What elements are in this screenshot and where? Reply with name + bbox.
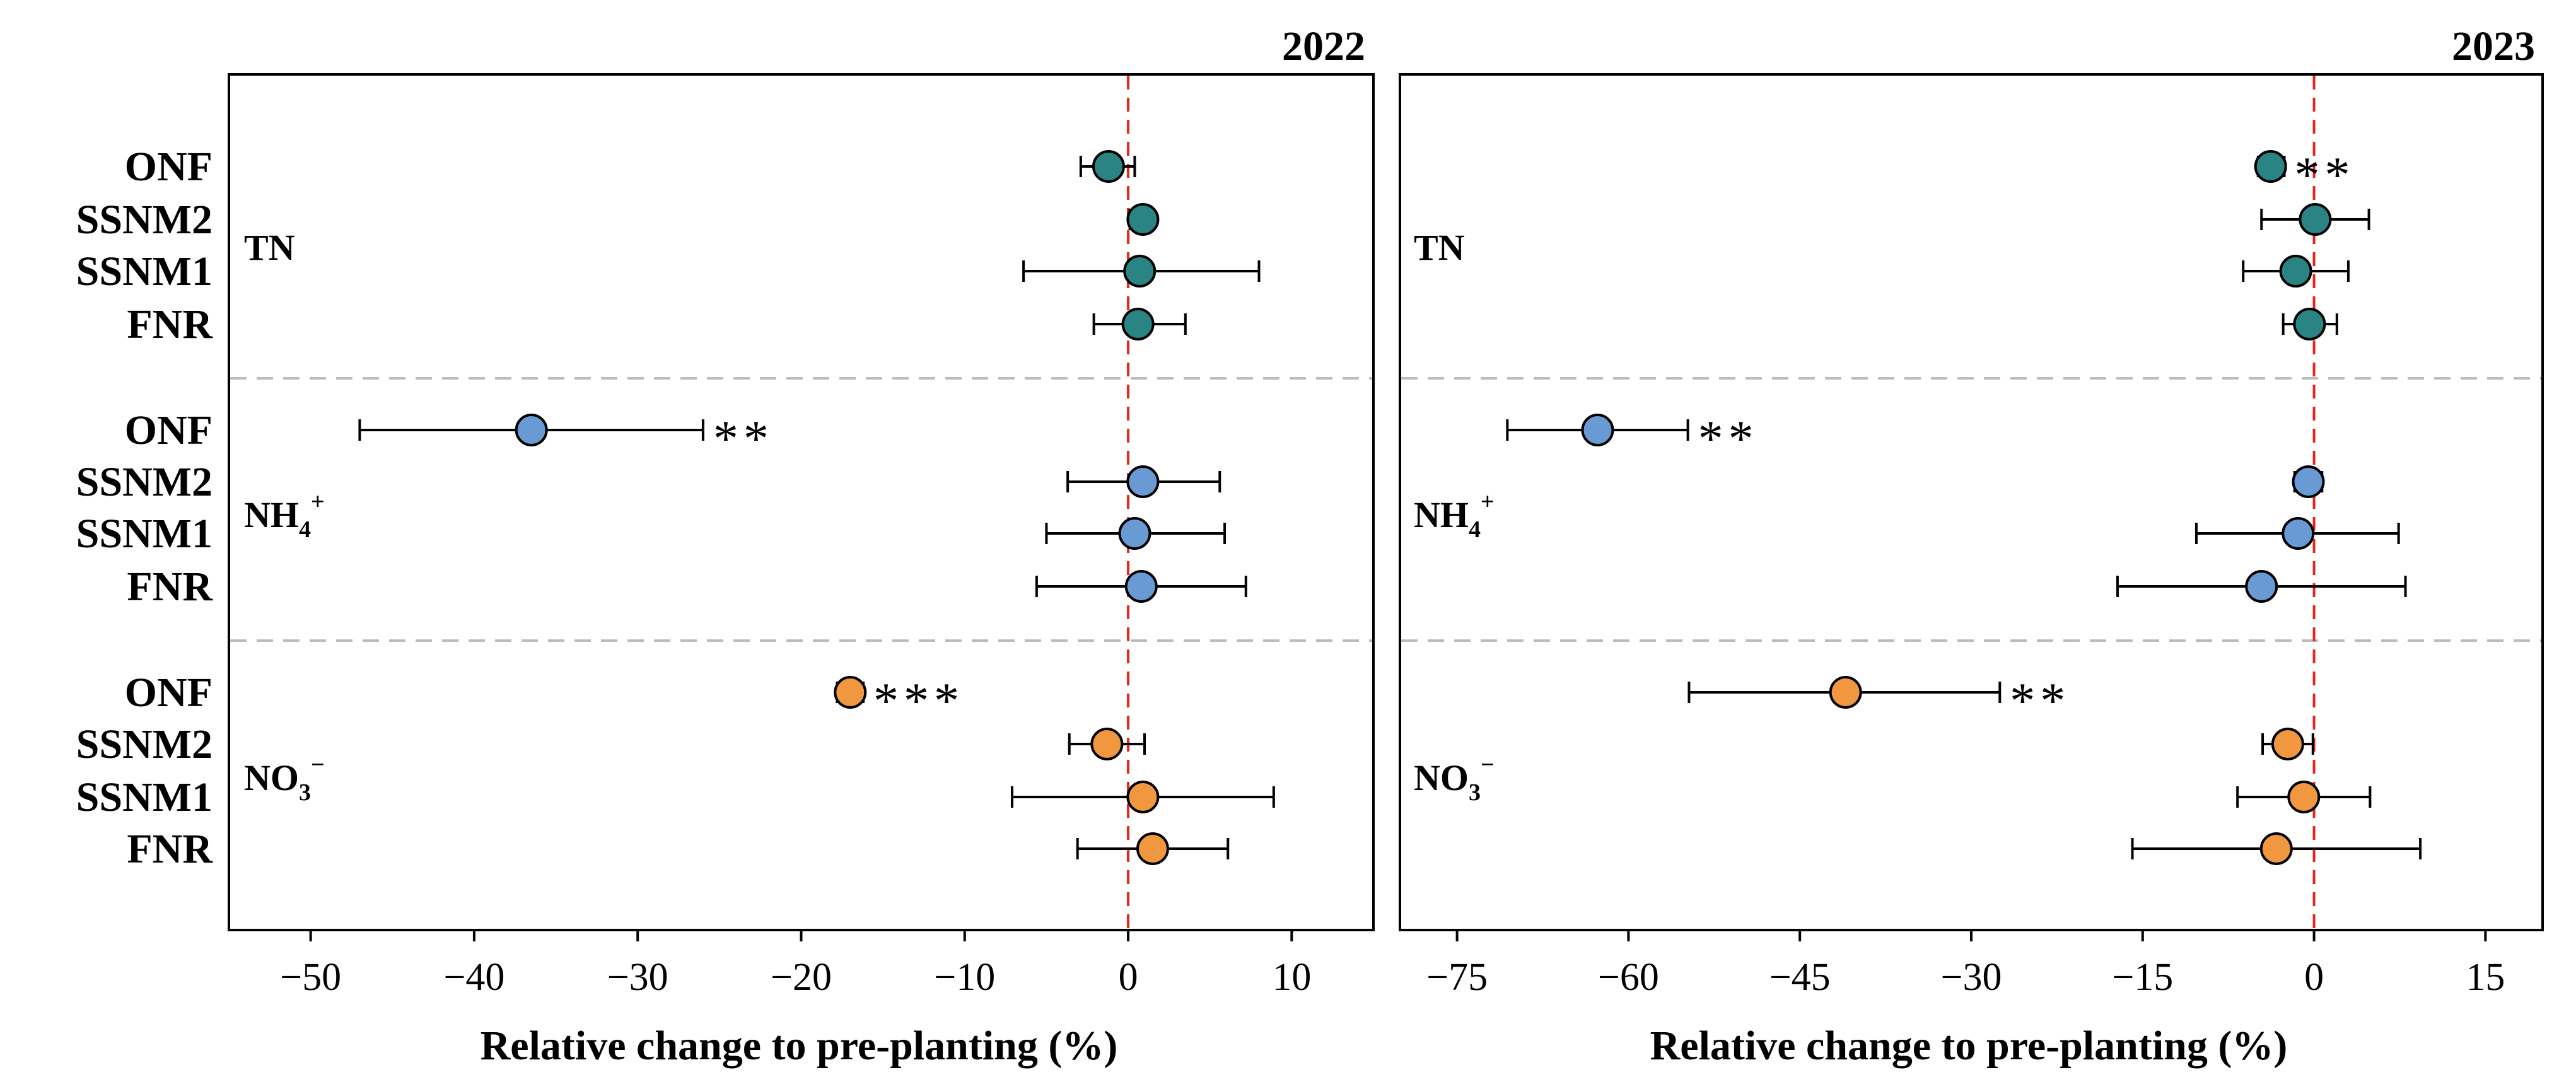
data-point — [1090, 728, 1124, 760]
x-tick-label: −30 — [1941, 956, 2002, 999]
x-axis-label: Relative change to pre-planting (%) — [1650, 1023, 2288, 1069]
data-point — [1136, 832, 1169, 865]
data-point — [2287, 781, 2321, 813]
data-point — [1581, 414, 1614, 446]
row-label: FNR — [127, 564, 213, 610]
data-point — [2293, 308, 2326, 340]
x-tick-label: −75 — [1426, 956, 1488, 999]
data-point — [1123, 255, 1157, 288]
row-label: SSNM1 — [76, 511, 213, 557]
data-point — [1126, 203, 1160, 236]
group-label-tn: TN — [1414, 227, 1465, 268]
significance-label: ** — [2294, 148, 2355, 203]
data-point — [2292, 465, 2325, 498]
x-tick-label: −45 — [1769, 956, 1831, 999]
data-point — [2271, 728, 2304, 760]
row-label: ONF — [125, 407, 213, 453]
x-tick-label: 0 — [1119, 956, 1138, 999]
row-label: SSNM2 — [76, 721, 213, 767]
plot-frame — [228, 73, 1375, 931]
significance-label: ** — [1698, 411, 1759, 467]
data-point — [1124, 570, 1158, 603]
group-label-no3: NO3− — [244, 752, 325, 806]
x-tick-label: −60 — [1598, 956, 1659, 999]
data-point — [2254, 150, 2287, 183]
row-label: SSNM2 — [76, 459, 213, 505]
data-point — [1126, 781, 1160, 813]
group-label-nh4: NH4+ — [244, 489, 325, 543]
row-label: FNR — [127, 826, 213, 872]
row-label: ONF — [125, 144, 213, 190]
data-point — [834, 676, 867, 709]
group-label-no3: NO3− — [1414, 752, 1495, 806]
panel-2023: 2023 Relative change to pre-planting (%)… — [1399, 23, 2544, 1069]
row-label: ONF — [125, 670, 213, 716]
x-tick-label: −30 — [607, 956, 668, 999]
group-label-tn: TN — [244, 227, 295, 268]
data-point — [2245, 570, 2278, 603]
significance-label: ** — [2010, 673, 2070, 729]
data-point — [1118, 517, 1151, 550]
panel-title: 2022 — [1282, 23, 1365, 69]
data-point — [1121, 308, 1155, 340]
data-point — [2299, 203, 2332, 236]
x-axis-label: Relative change to pre-planting (%) — [481, 1023, 1118, 1069]
data-point — [2279, 255, 2312, 288]
data-point — [1126, 465, 1160, 498]
x-tick-label: −20 — [771, 956, 832, 999]
significance-label: ** — [713, 411, 774, 467]
x-tick-label: 15 — [2466, 956, 2505, 999]
data-point — [1829, 676, 1862, 709]
panel-2022: 2022 Relative change to pre-planting (%)… — [228, 23, 1375, 1069]
x-tick-label: −10 — [934, 956, 995, 999]
x-tick-label: 10 — [1272, 956, 1311, 999]
row-labels: ONF SSNM2 SSNM1 FNR ONF SSNM2 SSNM1 FNR ONF SSNM2… — [76, 144, 214, 872]
x-tick-label: −15 — [2112, 956, 2173, 999]
data-point — [515, 414, 548, 446]
row-label: SSNM1 — [76, 248, 213, 294]
x-tick-label: −40 — [443, 956, 504, 999]
group-label-nh4: NH4+ — [1414, 489, 1495, 543]
data-point — [2259, 832, 2293, 865]
row-label: SSNM2 — [76, 197, 213, 243]
data-point — [1092, 150, 1125, 183]
row-label: FNR — [127, 301, 213, 347]
x-tick-label: −50 — [280, 956, 341, 999]
x-tick-label: 0 — [2304, 956, 2324, 999]
row-label: SSNM1 — [76, 774, 213, 820]
panel-title: 2023 — [2452, 23, 2535, 69]
significance-label: *** — [873, 673, 964, 729]
data-point — [2282, 517, 2315, 550]
